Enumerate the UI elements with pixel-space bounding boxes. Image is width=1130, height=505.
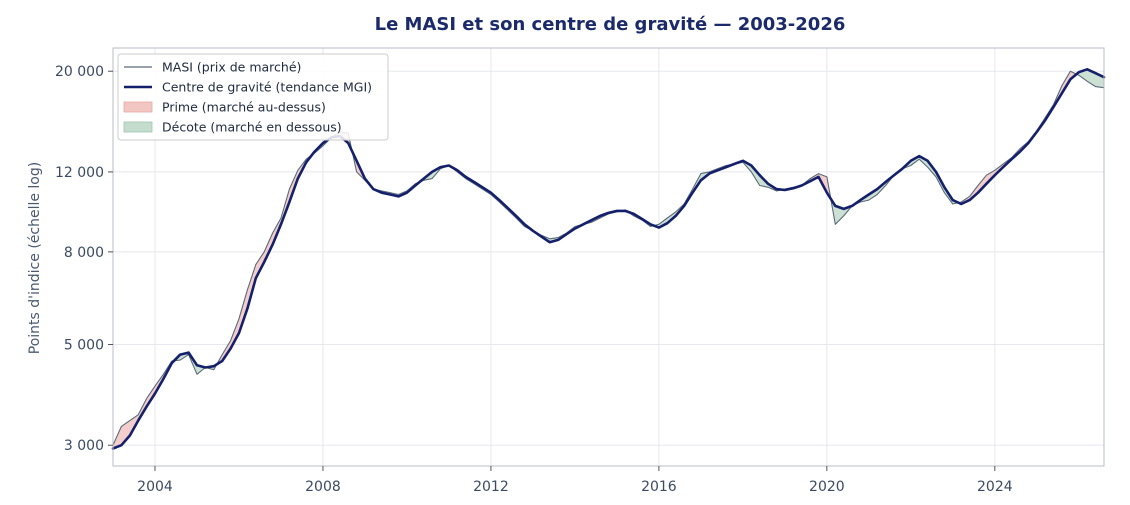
x-tick-label: 2024 <box>977 479 1013 495</box>
y-axis-label: Points d'indice (échelle log) <box>27 162 43 354</box>
legend-swatch-discount <box>123 121 153 133</box>
x-tick-label: 2016 <box>641 479 677 495</box>
y-tick-label: 5 000 <box>64 338 104 354</box>
axis-ticks: 3 000 5 000 8 000 12 000 20 000 2004 2008 2012 2… <box>55 64 1013 495</box>
series-lines <box>111 68 1106 450</box>
gravity-center-trend-line <box>111 68 1106 450</box>
y-tick-label: 8 000 <box>64 245 104 261</box>
legend-label-trend: Centre de gravité (tendance MGI) <box>162 80 372 95</box>
legend: MASI (prix de marché) Centre de gravité (… <box>117 53 389 141</box>
x-tick-label: 2020 <box>809 479 845 495</box>
plot-frame <box>112 47 1105 467</box>
legend-swatch-premium <box>123 101 153 113</box>
discount-band <box>419 165 622 243</box>
y-tick-label: 3 000 <box>64 438 104 454</box>
chart-title: Le MASI et son centre de gravité — 2003-… <box>375 14 846 35</box>
y-tick-label: 20 000 <box>55 64 104 80</box>
legend-label-discount: Décote (marché en dessous) <box>162 120 342 135</box>
x-tick-label: 2012 <box>473 479 509 495</box>
discount-band <box>653 160 783 228</box>
premium-band <box>958 71 1077 204</box>
legend-label-masi: MASI (prix de marché) <box>162 60 301 75</box>
x-tick-label: 2008 <box>305 479 341 495</box>
legend-label-premium: Prime (marché au-dessus) <box>162 100 326 115</box>
x-tick-label: 2004 <box>137 479 173 495</box>
y-tick-label: 12 000 <box>55 165 104 181</box>
discount-band <box>831 156 959 225</box>
discount-band <box>1076 69 1104 88</box>
legend-box <box>117 53 389 141</box>
